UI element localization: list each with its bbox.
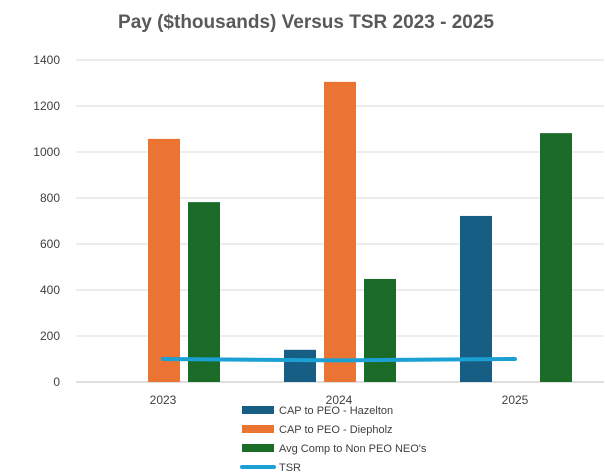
bar	[284, 349, 316, 382]
bar	[460, 215, 492, 382]
legend-swatch	[242, 444, 274, 452]
legend-item: Avg Comp to Non PEO NEO's	[242, 443, 427, 455]
x-tick-label: 2025	[502, 393, 529, 407]
y-tick-label: 600	[40, 237, 60, 251]
y-axis-ticks: 0 200 400 600 800 1000 1200 1400	[33, 53, 60, 389]
bar	[324, 81, 356, 382]
bar	[364, 278, 396, 382]
y-tick-label: 200	[40, 329, 60, 343]
y-tick-label: 1200	[33, 99, 60, 113]
y-tick-label: 0	[53, 375, 60, 389]
legend-label: CAP to PEO - Hazelton	[279, 405, 393, 417]
legend-label: TSR	[279, 462, 301, 474]
y-tick-label: 800	[40, 191, 60, 205]
bar	[188, 202, 220, 382]
chart-title: Pay ($thousands) Versus TSR 2023 - 2025	[118, 12, 494, 33]
x-tick-label: 2024	[326, 393, 353, 407]
bar	[148, 138, 180, 382]
y-tick-label: 1400	[33, 53, 60, 67]
y-tick-label: 1000	[33, 145, 60, 159]
legend-item: CAP to PEO - Diepholz	[242, 424, 393, 436]
legend-item: CAP to PEO - Hazelton	[242, 405, 393, 417]
legend: CAP to PEO - Hazelton CAP to PEO - Diepho…	[240, 405, 427, 474]
legend-item: TSR	[240, 462, 301, 474]
bars	[148, 81, 572, 382]
x-tick-label: 2023	[150, 393, 177, 407]
x-axis-ticks: 2023 2024 2025	[150, 393, 529, 407]
legend-label: CAP to PEO - Diepholz	[279, 424, 393, 436]
bar	[540, 133, 572, 382]
legend-swatch	[242, 406, 274, 414]
line-series	[161, 357, 517, 363]
legend-label: Avg Comp to Non PEO NEO's	[279, 443, 427, 455]
legend-swatch	[242, 425, 274, 433]
y-tick-label: 400	[40, 283, 60, 297]
line-series-tsr	[161, 357, 517, 363]
